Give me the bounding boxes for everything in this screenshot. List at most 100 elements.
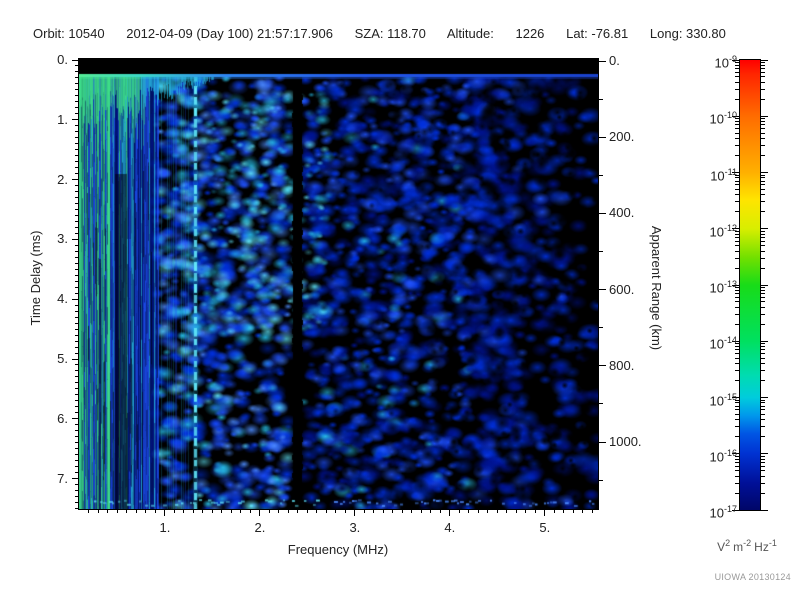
y-left-minor-tick <box>75 472 79 474</box>
colorbar-tick-exponent: -17 <box>723 504 737 514</box>
colorbar-tick-base: 10 <box>709 505 724 521</box>
x-axis-minor-tick <box>192 509 194 513</box>
colorbar-minor-tick-right <box>761 188 765 190</box>
x-axis-tick-label: 2. <box>254 520 266 535</box>
units-exponent: 2 <box>725 538 731 548</box>
colorbar-minor-tick-left <box>735 236 739 238</box>
colorbar-minor-tick-left <box>735 363 739 365</box>
y-left-tick-label: 5. <box>57 351 68 366</box>
y-left-minor-tick <box>75 256 79 258</box>
x-axis-minor-tick <box>506 509 508 513</box>
y-left-minor-tick <box>75 185 79 187</box>
x-axis-major-tick <box>544 509 546 516</box>
x-axis-minor-tick <box>154 509 156 513</box>
y-left-major-tick <box>72 238 79 240</box>
y-left-minor-tick <box>75 376 79 378</box>
colorbar-minor-tick-left <box>735 138 739 140</box>
colorbar-minor-tick-left <box>735 306 739 308</box>
colorbar-minor-tick-left <box>735 475 739 477</box>
colorbar-minor-tick-right <box>761 346 765 348</box>
y-left-minor-tick <box>75 209 79 210</box>
y-left-major-tick <box>72 179 79 181</box>
colorbar-minor-tick-right <box>761 349 765 351</box>
y-left-tick-label: 7. <box>57 470 68 486</box>
y-left-minor-tick <box>75 167 79 169</box>
y-left-minor-tick <box>75 406 79 408</box>
y-left-minor-tick <box>75 226 79 228</box>
x-axis-major-tick <box>354 509 356 516</box>
colorbar-minor-tick-left <box>735 132 739 134</box>
x-axis-minor-tick <box>534 509 536 513</box>
colorbar-minor-tick-right <box>761 174 765 176</box>
x-axis-minor-tick <box>126 509 128 513</box>
colorbar-minor-tick-right <box>761 419 765 421</box>
colorbar-minor-tick-left <box>735 128 739 130</box>
y-left-minor-tick <box>75 149 79 151</box>
y-left-major-tick <box>72 478 79 480</box>
y-left-minor-tick <box>75 412 79 414</box>
colorbar-tick-base: 10 <box>709 392 724 408</box>
y-right-major-tick <box>599 212 606 214</box>
y-left-minor-tick <box>75 460 79 462</box>
y-left-minor-tick <box>75 424 79 426</box>
x-axis-minor-tick <box>135 509 137 513</box>
colorbar-minor-tick-left <box>735 230 739 232</box>
colorbar-minor-tick-left <box>735 346 739 348</box>
colorbar-minor-tick-right <box>761 118 765 120</box>
colorbar-minor-tick-left <box>735 124 739 126</box>
colorbar-minor-tick-left <box>735 267 739 269</box>
x-axis-minor-tick <box>344 509 346 513</box>
colorbar-minor-tick-right <box>761 62 765 64</box>
colorbar-minor-tick-right <box>761 233 765 235</box>
colorbar-minor-tick-right <box>761 250 765 252</box>
x-axis-minor-tick <box>145 509 147 513</box>
colorbar-tick-label: 10-15 <box>710 389 737 409</box>
y-left-minor-tick <box>75 436 79 438</box>
colorbar-minor-tick-right <box>761 230 765 232</box>
units-base: m <box>733 540 744 554</box>
colorbar-major-tick-left <box>732 172 739 173</box>
colorbar-minor-tick-left <box>735 71 739 73</box>
x-axis-minor-tick <box>268 509 270 513</box>
colorbar-minor-tick-right <box>761 76 765 78</box>
x-axis-minor-tick <box>278 509 280 513</box>
colorbar-tick-exponent: -12 <box>723 222 737 233</box>
colorbar-tick-exponent: -10 <box>723 110 737 121</box>
x-axis-tick-label: 5. <box>539 520 551 535</box>
colorbar-minor-tick-right <box>761 88 765 90</box>
x-axis-minor-tick <box>316 509 318 513</box>
colorbar-major-tick-right <box>761 453 768 455</box>
colorbar-major-tick-right <box>761 59 768 61</box>
colorbar-minor-tick-left <box>735 88 739 90</box>
x-axis-minor-tick <box>373 509 375 513</box>
colorbar-minor-tick-left <box>735 461 739 463</box>
colorbar-minor-tick-left <box>735 409 739 411</box>
colorbar-minor-tick-right <box>761 399 765 401</box>
colorbar-tick-base: 10 <box>709 449 724 465</box>
x-axis-minor-tick <box>487 509 489 513</box>
y-left-tick-label: 1. <box>57 111 68 127</box>
colorbar-tick-exponent: -15 <box>723 391 737 402</box>
x-axis-tick-label: 4. <box>444 520 456 535</box>
colorbar-minor-tick-right <box>761 211 765 213</box>
colorbar-tick-base: 10 <box>710 167 725 183</box>
x-axis-minor-tick <box>525 509 527 513</box>
colorbar-minor-tick-right <box>761 413 765 415</box>
x-axis-minor-tick <box>411 509 413 513</box>
x-axis-minor-tick <box>297 509 299 513</box>
y-left-minor-tick <box>75 89 79 91</box>
y-left-minor-tick <box>75 292 79 294</box>
y-right-minor-tick <box>599 327 603 329</box>
colorbar-minor-tick-left <box>735 370 739 372</box>
x-axis-minor-tick <box>173 509 175 513</box>
colorbar-minor-tick-left <box>735 458 739 460</box>
x-axis-minor-tick <box>496 509 498 513</box>
y-left-minor-tick <box>75 268 79 270</box>
y-right-tick-label: 600. <box>609 281 635 297</box>
colorbar-minor-tick-right <box>761 177 765 179</box>
y-left-minor-tick <box>75 334 79 336</box>
x-axis-minor-tick <box>430 509 432 513</box>
colorbar-minor-tick-left <box>735 177 739 179</box>
x-axis-minor-tick <box>563 509 565 513</box>
x-axis-minor-tick <box>221 509 223 513</box>
